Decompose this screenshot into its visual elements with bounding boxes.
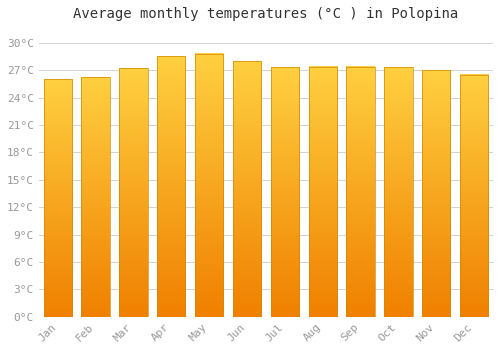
Bar — [195, 54, 224, 317]
Bar — [44, 79, 72, 317]
Bar — [384, 68, 412, 317]
Bar — [233, 61, 261, 317]
Bar — [346, 66, 375, 317]
Bar — [422, 70, 450, 317]
Bar — [460, 75, 488, 317]
Bar — [157, 56, 186, 317]
Bar — [119, 68, 148, 317]
Bar — [308, 66, 337, 317]
Bar — [270, 68, 299, 317]
Bar — [82, 77, 110, 317]
Title: Average monthly temperatures (°C ) in Polopina: Average monthly temperatures (°C ) in Po… — [74, 7, 458, 21]
